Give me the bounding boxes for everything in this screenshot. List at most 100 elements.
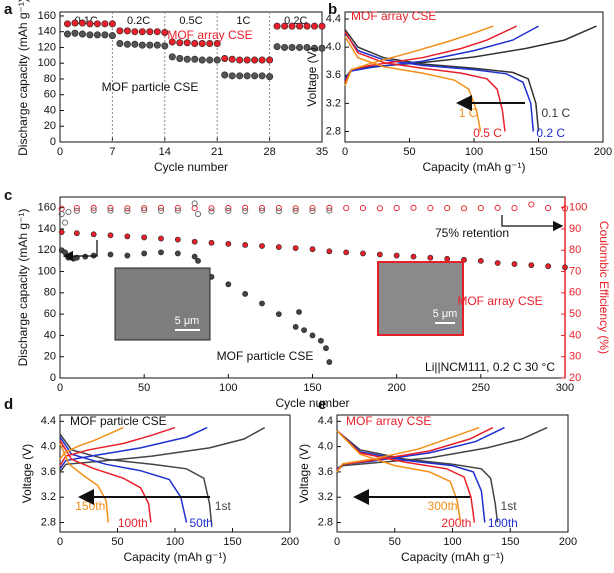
data-point [141, 250, 148, 257]
y-tick-label: 2.8 [41, 516, 56, 528]
y2-tick-label: 90 [569, 223, 581, 235]
y2-tick-label: 20 [569, 372, 581, 384]
curve [59, 426, 266, 473]
data-point [116, 40, 124, 48]
data-point [78, 19, 86, 27]
data-point [158, 235, 164, 242]
y2-tick-label: 100 [569, 202, 587, 214]
curve [59, 439, 152, 523]
data-point [198, 56, 206, 64]
y2-axis-label: Coulombic Efficiency (%) [597, 221, 611, 354]
data-point [410, 204, 417, 211]
series-label: MOF array CSE [167, 28, 252, 42]
data-point [242, 208, 249, 215]
x-tick-label: 50 [138, 382, 150, 394]
data-point [131, 40, 139, 48]
data-point [427, 254, 434, 261]
data-point [63, 20, 71, 28]
data-point [208, 205, 215, 212]
data-point [275, 311, 282, 318]
series-label: MOF particle CSE [102, 80, 199, 94]
data-point [326, 207, 333, 214]
data-point [292, 245, 299, 252]
data-point [158, 249, 164, 256]
data-point [90, 207, 97, 214]
data-point [444, 205, 451, 212]
x-tick-label: 100 [443, 536, 461, 548]
data-point [303, 43, 311, 51]
data-point [183, 55, 191, 63]
data-point [124, 252, 131, 259]
data-point [123, 40, 131, 48]
data-point [275, 244, 282, 250]
series-label: MOF array CSE [457, 294, 542, 308]
data-point [376, 205, 383, 212]
y-tick-label: 120 [38, 244, 56, 256]
data-point [376, 251, 383, 258]
data-point [73, 205, 80, 212]
data-point [309, 246, 316, 253]
x-tick-label: 200 [281, 536, 299, 548]
y-tick-label: 160 [38, 202, 56, 214]
series-label: 1 C [459, 106, 478, 120]
y-tick-label: 4.0 [318, 441, 333, 453]
data-point [296, 309, 302, 315]
x-tick-label: 21 [211, 146, 223, 158]
data-point [296, 43, 304, 51]
y-tick-label: 60 [44, 89, 56, 101]
curve [344, 29, 540, 132]
data-point [225, 205, 232, 212]
plot-frame [336, 414, 569, 533]
data-point [243, 72, 251, 80]
x-tick-label: 0 [57, 536, 63, 548]
data-point [208, 208, 215, 215]
data-point [494, 260, 501, 266]
segment-label: 0.5C [179, 15, 202, 27]
y-axis-label: Voltage (V) [305, 47, 319, 106]
x-tick-label: 0 [57, 382, 63, 394]
segment-label: 1C [236, 15, 250, 27]
data-point [225, 207, 232, 214]
data-point [124, 233, 131, 240]
plot-frame [344, 11, 604, 143]
data-point [107, 207, 114, 214]
x-tick-label: 200 [594, 146, 612, 158]
sem-inset [114, 267, 211, 341]
data-point [311, 44, 319, 52]
data-point [410, 253, 417, 260]
data-point [107, 232, 114, 239]
data-point [213, 56, 221, 64]
data-point [138, 41, 146, 49]
annotation: 75% retention [435, 226, 509, 240]
data-point [191, 238, 198, 245]
curve [336, 430, 476, 523]
data-point [73, 230, 80, 237]
y-tick-label: 3.6 [318, 466, 333, 478]
data-point [86, 20, 94, 28]
data-point [131, 28, 139, 36]
y2-tick-label: 50 [569, 308, 581, 320]
curve [59, 443, 110, 523]
data-point [273, 43, 281, 51]
data-point [309, 332, 316, 339]
data-point [174, 207, 181, 214]
data-point [101, 31, 109, 39]
data-point [157, 204, 165, 211]
data-point [86, 31, 94, 39]
data-point [393, 252, 400, 259]
scale-label: 5 μm [175, 315, 200, 327]
x-tick-label: 50 [111, 536, 123, 548]
x-axis-label: Cycle number [154, 160, 228, 174]
data-point [251, 56, 259, 64]
segment-label: 0.2C [127, 15, 150, 27]
data-point [157, 207, 165, 214]
data-point [73, 207, 80, 214]
y-tick-label: 2.8 [318, 516, 333, 528]
data-point [191, 40, 199, 48]
data-point [176, 54, 184, 62]
data-point [288, 43, 296, 51]
data-point [288, 22, 296, 30]
data-point [108, 32, 116, 40]
panel-letter: b [328, 1, 337, 18]
